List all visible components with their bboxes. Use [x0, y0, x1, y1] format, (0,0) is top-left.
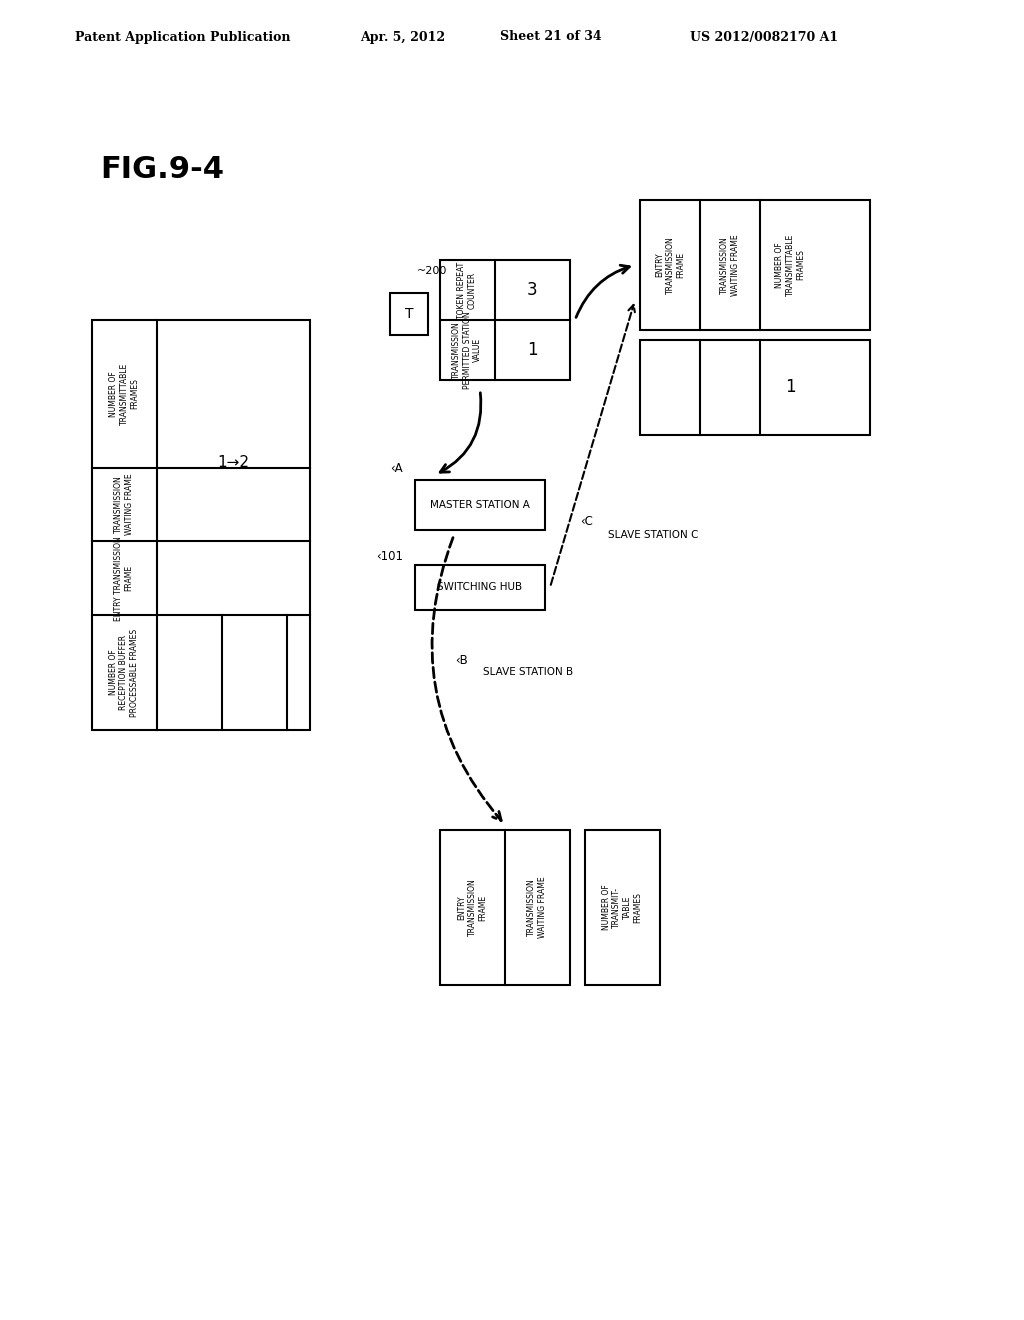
- Bar: [640, 341, 870, 436]
- FancyArrowPatch shape: [440, 393, 481, 473]
- Text: SWITCHING HUB: SWITCHING HUB: [437, 582, 522, 593]
- Text: ENTRY
TRANSMISSION
FRAME: ENTRY TRANSMISSION FRAME: [457, 879, 486, 936]
- Text: NUMBER OF
RECEPTION BUFFER
PROCESSABLE FRAMES: NUMBER OF RECEPTION BUFFER PROCESSABLE F…: [110, 628, 139, 717]
- FancyArrowPatch shape: [551, 305, 635, 585]
- Text: TOKEN REPEAT
COUNTER: TOKEN REPEAT COUNTER: [458, 261, 477, 318]
- Text: ~200: ~200: [417, 267, 447, 276]
- Bar: [92, 319, 310, 730]
- Text: ENTRY TRANSMISSION
FRAME: ENTRY TRANSMISSION FRAME: [115, 536, 134, 620]
- Text: ‹A: ‹A: [390, 462, 403, 475]
- Text: NUMBER OF
TRANSMIT-
TABLE
FRAMES: NUMBER OF TRANSMIT- TABLE FRAMES: [602, 884, 642, 931]
- Bar: [415, 480, 545, 531]
- Text: ‹B: ‹B: [456, 653, 468, 667]
- Text: Patent Application Publication: Patent Application Publication: [75, 30, 291, 44]
- Text: Sheet 21 of 34: Sheet 21 of 34: [500, 30, 602, 44]
- Text: TRANSMISSION
PERMITTED STATION
VALUE: TRANSMISSION PERMITTED STATION VALUE: [453, 312, 482, 389]
- Bar: [390, 293, 428, 335]
- Text: 3: 3: [527, 281, 538, 300]
- Text: Apr. 5, 2012: Apr. 5, 2012: [360, 30, 445, 44]
- Text: 1: 1: [527, 341, 538, 359]
- Text: TRANSMISSION
WAITING FRAME: TRANSMISSION WAITING FRAME: [115, 474, 134, 536]
- Bar: [585, 830, 660, 985]
- Text: MASTER STATION A: MASTER STATION A: [430, 500, 530, 510]
- Text: US 2012/0082170 A1: US 2012/0082170 A1: [690, 30, 838, 44]
- Text: NUMBER OF
TRANSMITTABLE
FRAMES: NUMBER OF TRANSMITTABLE FRAMES: [110, 363, 139, 425]
- Text: T: T: [404, 308, 414, 321]
- Text: NUMBER OF
TRANSMITTABLE
FRAMES: NUMBER OF TRANSMITTABLE FRAMES: [775, 234, 805, 296]
- Text: FIG.9-4: FIG.9-4: [100, 156, 224, 185]
- Text: ‹101: ‹101: [376, 550, 403, 564]
- Text: SLAVE STATION B: SLAVE STATION B: [483, 667, 573, 677]
- Bar: [415, 565, 545, 610]
- Bar: [640, 201, 870, 330]
- Text: ENTRY
TRANSMISSION
FRAME: ENTRY TRANSMISSION FRAME: [655, 236, 685, 294]
- Bar: [440, 260, 570, 380]
- FancyArrowPatch shape: [432, 537, 501, 821]
- Text: 1→2: 1→2: [217, 455, 250, 470]
- Bar: [440, 830, 570, 985]
- FancyArrowPatch shape: [577, 265, 630, 317]
- Text: ‹C: ‹C: [581, 515, 593, 528]
- Text: TRANSMISSION
WAITING FRAME: TRANSMISSION WAITING FRAME: [720, 234, 739, 296]
- Text: TRANSMISSION
WAITING FRAME: TRANSMISSION WAITING FRAME: [527, 876, 547, 939]
- Text: SLAVE STATION C: SLAVE STATION C: [608, 531, 698, 540]
- Text: 1: 1: [784, 379, 796, 396]
